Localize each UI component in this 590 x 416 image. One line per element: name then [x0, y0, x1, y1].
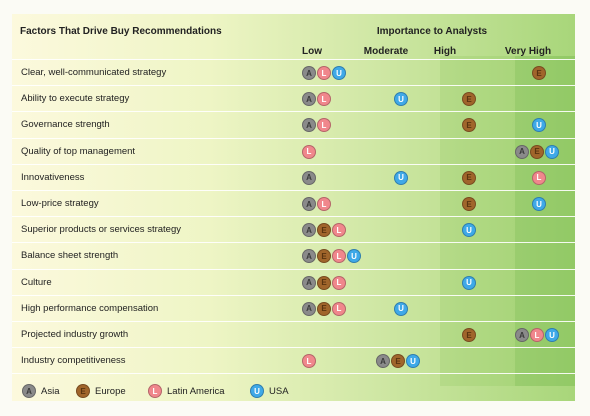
region-badge-L: L — [317, 66, 331, 80]
legend-label: USA — [269, 385, 289, 397]
region-badge-U: U — [406, 354, 420, 369]
row-label: Governance strength — [21, 119, 110, 131]
region-badge-L: L — [532, 170, 546, 185]
region-badge-A: A — [302, 170, 316, 185]
region-badge-E: E — [530, 144, 544, 159]
region-badge-A: A — [302, 118, 316, 133]
region-badge-L: L — [302, 144, 316, 159]
legend-item: E Europe — [76, 382, 126, 400]
region-badge-L: L — [332, 275, 346, 290]
legend-item: A Asia — [22, 382, 59, 400]
region-badge-E: E — [532, 66, 546, 80]
row-label: Culture — [21, 276, 52, 288]
row-divider — [12, 242, 575, 244]
column-header-very-high: Very High — [504, 46, 552, 57]
region-badge-U: U — [332, 66, 346, 80]
row-divider — [12, 268, 575, 270]
row-divider — [12, 294, 575, 296]
legend-label: Latin America — [167, 385, 225, 397]
row-label: Ability to execute strategy — [21, 93, 130, 105]
region-badge-A: A — [302, 301, 316, 316]
region-badge-U: U — [462, 275, 476, 290]
region-badge-U: U — [545, 328, 559, 342]
row-label: Quality of top management — [21, 145, 136, 157]
row-label: Balance sheet strength — [21, 250, 119, 262]
row-label: Clear, well-communicated strategy — [21, 67, 167, 78]
row-label: Low-price strategy — [21, 198, 99, 209]
region-badge-A: A — [515, 328, 529, 342]
row-label: Innovativeness — [21, 171, 85, 183]
row-label: Superior products or services strategy — [21, 224, 181, 236]
row-divider — [12, 321, 575, 322]
region-badge-E: E — [317, 223, 331, 238]
legend-label: Asia — [41, 385, 60, 397]
region-badge-E: E — [391, 354, 405, 369]
region-badge-E: E — [317, 249, 331, 264]
high-column-band — [440, 56, 515, 386]
legend-badge-L: L — [148, 384, 162, 398]
region-badge-L: L — [332, 223, 346, 238]
region-badge-U: U — [394, 301, 408, 316]
region-badge-A: A — [302, 223, 316, 238]
row-divider — [12, 137, 575, 139]
region-badge-U: U — [545, 144, 559, 159]
region-badge-U: U — [532, 118, 546, 133]
row-divider — [12, 216, 575, 218]
region-badge-U: U — [347, 249, 361, 264]
recommendation-matrix: Factors That Drive Buy Recommendations I… — [12, 14, 575, 401]
row-divider — [12, 190, 575, 191]
region-badge-A: A — [376, 354, 390, 369]
row-divider — [12, 163, 575, 165]
importance-heading: Importance to Analysts — [376, 26, 488, 37]
row-label: High performance compensation — [21, 302, 159, 314]
legend-item: U USA — [250, 382, 289, 400]
region-badge-U: U — [394, 170, 408, 185]
region-badge-U: U — [462, 223, 476, 238]
row-divider — [12, 85, 575, 87]
legend-badge-U: U — [250, 384, 264, 398]
region-badge-L: L — [302, 354, 316, 369]
region-badge-L: L — [332, 301, 346, 316]
region-badge-E: E — [317, 275, 331, 290]
region-badge-A: A — [302, 92, 316, 107]
row-label: Projected industry growth — [21, 329, 129, 340]
region-badge-L: L — [317, 92, 331, 107]
region-badge-E: E — [462, 328, 476, 342]
region-badge-E: E — [462, 170, 476, 185]
region-badge-E: E — [462, 92, 476, 107]
legend-badge-E: E — [76, 384, 90, 398]
region-badge-E: E — [462, 197, 476, 211]
region-badge-E: E — [462, 118, 476, 133]
table-title: Factors That Drive Buy Recommendations — [20, 26, 222, 37]
region-badge-U: U — [394, 92, 408, 107]
region-badge-A: A — [302, 197, 316, 211]
region-badge-U: U — [532, 197, 546, 211]
column-header-high: High — [433, 46, 457, 57]
row-divider — [12, 59, 575, 60]
legend-badge-A: A — [22, 384, 36, 398]
legend-label: Europe — [95, 385, 126, 397]
region-badge-A: A — [302, 275, 316, 290]
region-badge-A: A — [302, 249, 316, 264]
region-badge-L: L — [317, 118, 331, 133]
region-badge-A: A — [302, 66, 316, 80]
region-badge-L: L — [530, 328, 544, 342]
region-badge-L: L — [332, 249, 346, 264]
column-header-low: Low — [302, 46, 322, 57]
region-badge-E: E — [317, 301, 331, 316]
column-header-moderate: Moderate — [363, 46, 409, 57]
region-badge-L: L — [317, 197, 331, 211]
row-divider — [12, 347, 575, 349]
row-divider — [12, 111, 575, 113]
row-divider — [12, 373, 575, 375]
region-badge-A: A — [515, 144, 529, 159]
legend-item: L Latin America — [148, 382, 225, 400]
row-label: Industry competitiveness — [21, 355, 126, 367]
